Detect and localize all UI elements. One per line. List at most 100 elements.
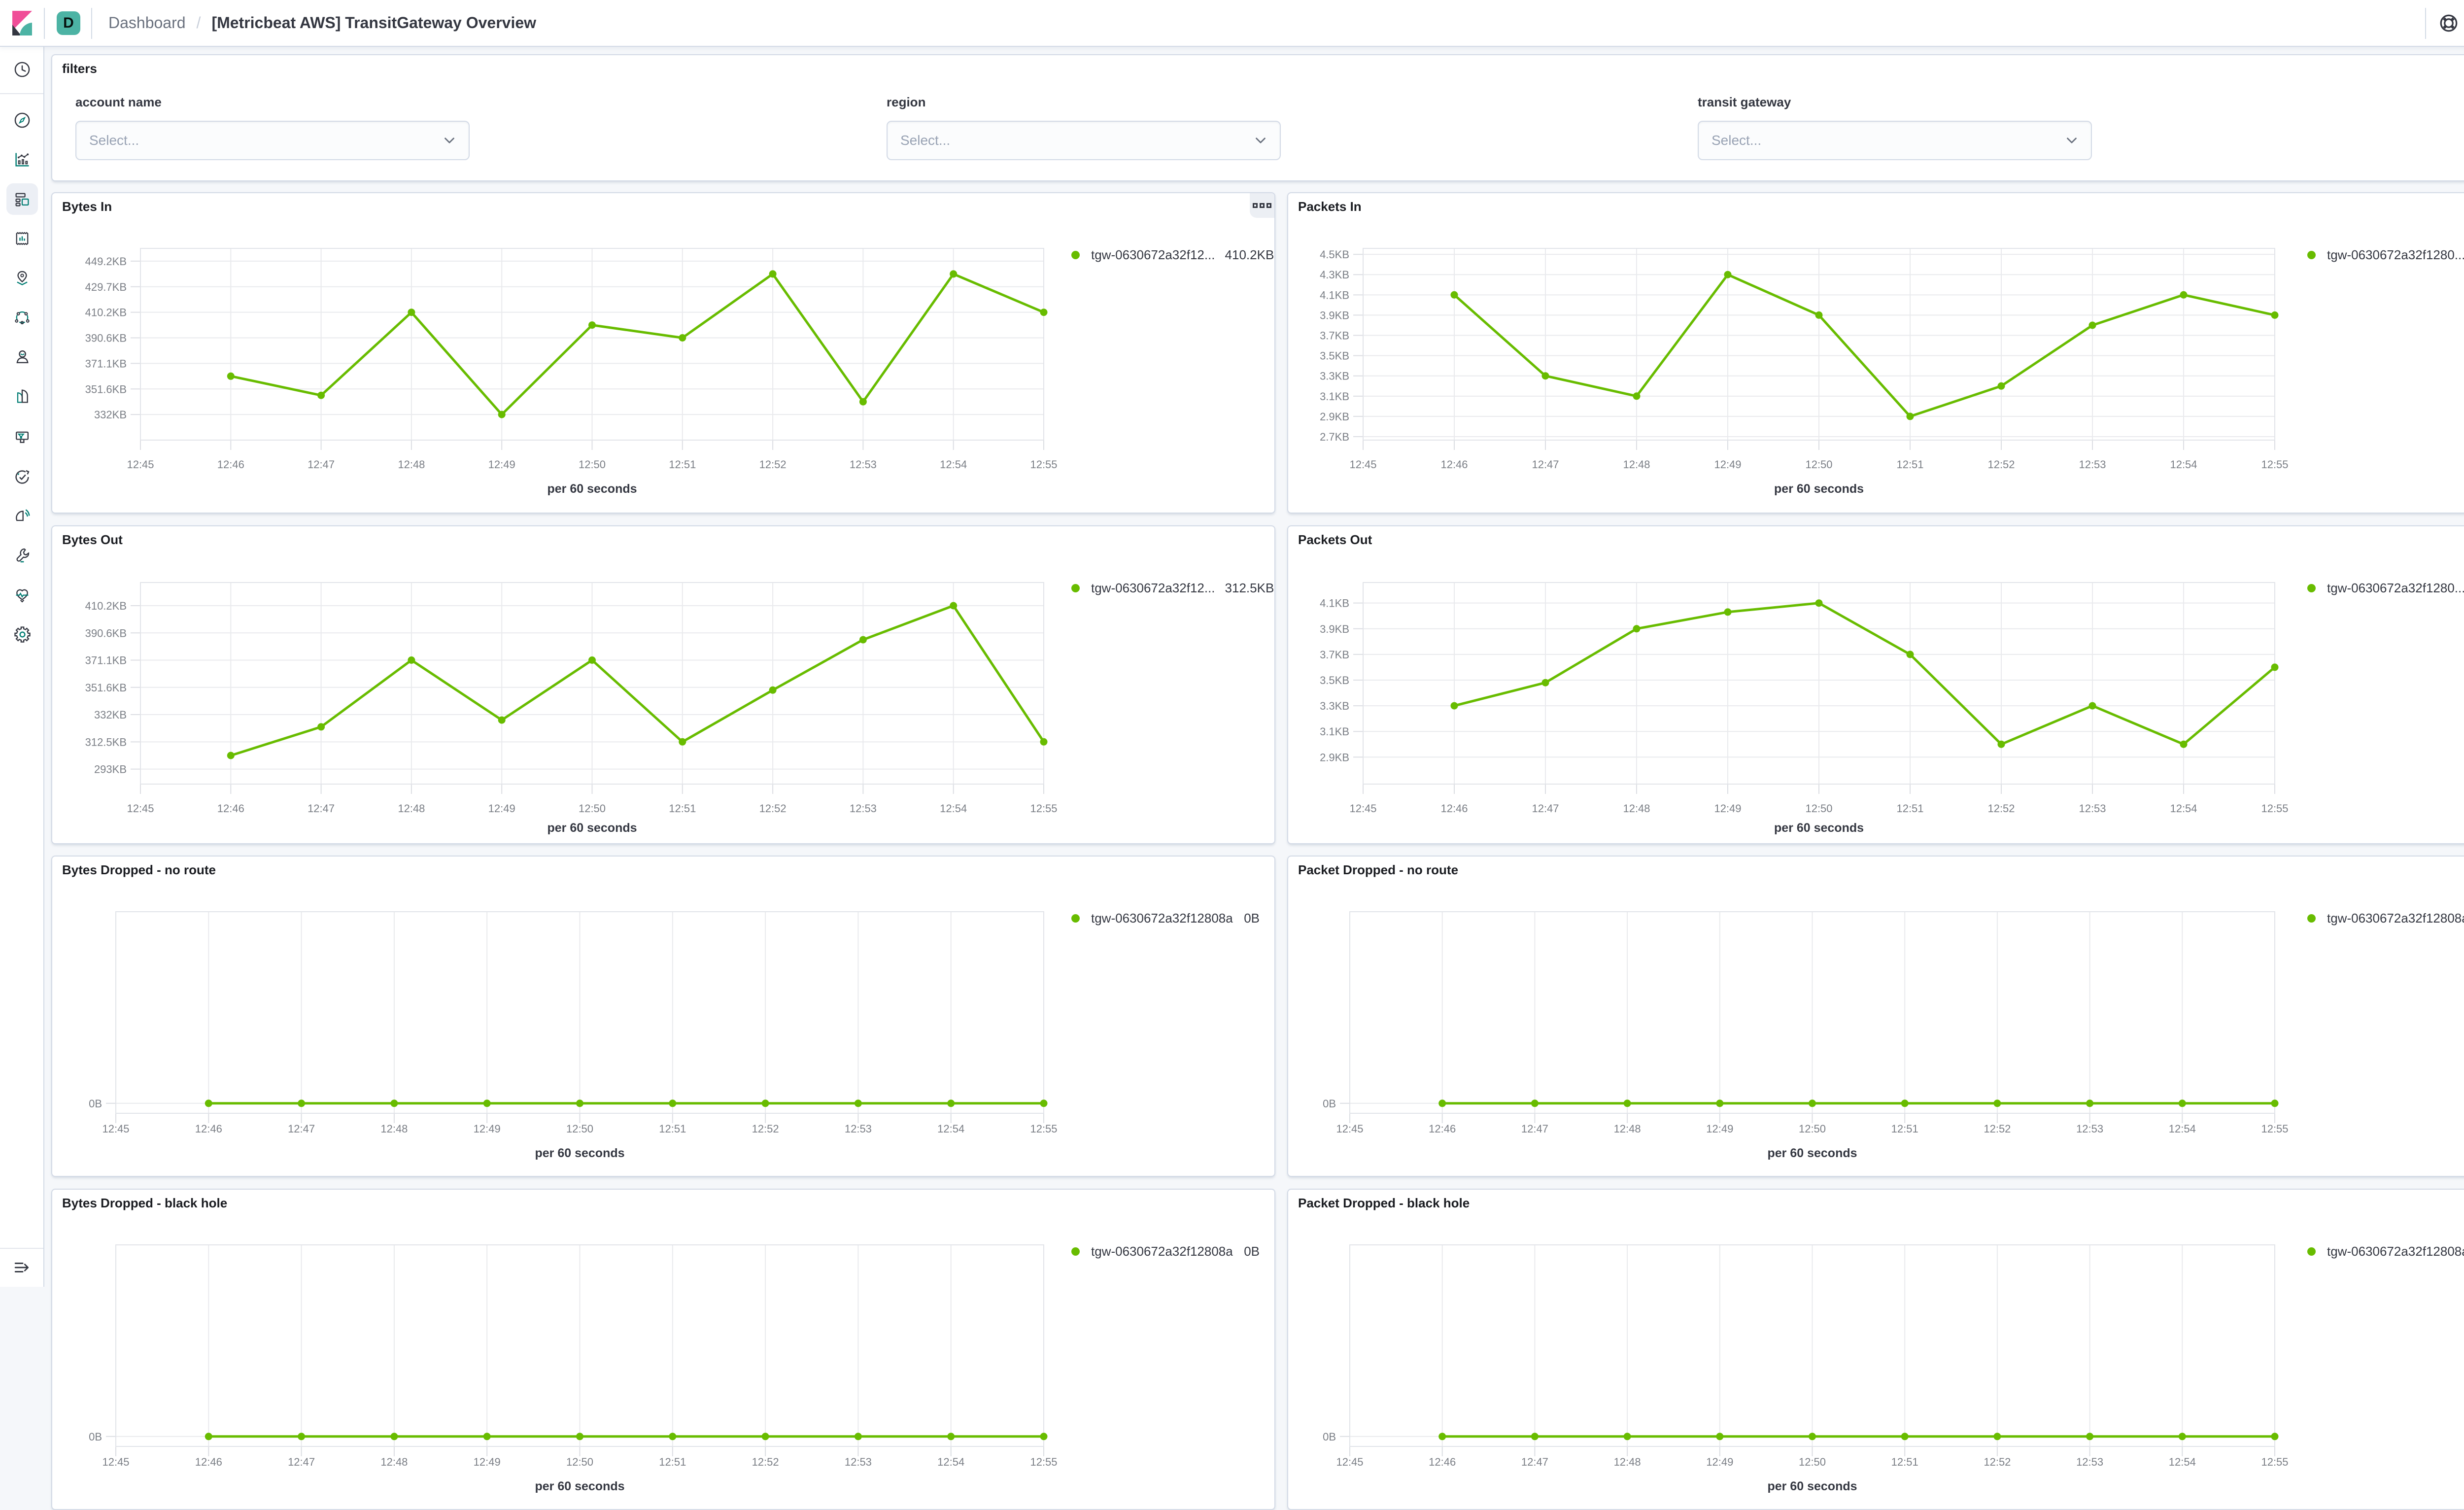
sidebar-item-dashboard[interactable] xyxy=(0,181,44,217)
panel-title: Packet Dropped - black hole xyxy=(1298,1196,1470,1210)
svg-text:per 60 seconds: per 60 seconds xyxy=(1767,1146,1857,1160)
account-name-label: account name xyxy=(75,95,162,109)
panel-title: Packets In xyxy=(1298,199,1362,214)
svg-text:12:45: 12:45 xyxy=(1336,1456,1363,1468)
sidebar-item-dev-tools[interactable] xyxy=(0,538,44,573)
chart-legend[interactable]: tgw-0630672a32f12... 312.5KB xyxy=(1071,581,1274,596)
line-chart: 12:45 12:46 12:47 12:48 12:49 12:50 12:51 12:52… xyxy=(85,248,1058,496)
sidebar-item-siem[interactable] xyxy=(0,339,44,375)
svg-text:12:54: 12:54 xyxy=(2170,458,2197,471)
legend-dot xyxy=(1071,251,1080,259)
svg-text:12:55: 12:55 xyxy=(1030,802,1057,815)
svg-text:12:52: 12:52 xyxy=(752,1123,779,1135)
chevron-down-icon xyxy=(1256,137,1266,143)
svg-text:per 60 seconds: per 60 seconds xyxy=(1767,1479,1857,1493)
sidebar-item-recently-viewed[interactable] xyxy=(0,52,44,87)
svg-text:12:54: 12:54 xyxy=(940,802,967,815)
sidebar-item-apm[interactable] xyxy=(0,419,44,455)
apm-funnel-icon xyxy=(16,431,29,443)
svg-text:4.1KB: 4.1KB xyxy=(1320,597,1349,610)
panel-title: Bytes Out xyxy=(62,532,123,547)
svg-text:12:50: 12:50 xyxy=(1805,458,1832,471)
dashboard-grid-icon xyxy=(15,193,29,206)
monitoring-heartbeat-icon xyxy=(16,589,29,603)
line-chart: 12:45 12:46 12:47 12:48 12:49 12:50 12:51 12:52… xyxy=(1323,911,2289,1160)
help-button[interactable] xyxy=(2426,0,2464,46)
svg-text:12:53: 12:53 xyxy=(850,458,877,471)
panel-title: Bytes Dropped - no route xyxy=(62,862,216,877)
svg-text:12:48: 12:48 xyxy=(398,458,425,471)
sidebar-collapse-button[interactable] xyxy=(0,1250,44,1286)
chart-legend[interactable]: tgw-0630672a32f12... 410.2KB xyxy=(1071,247,1274,263)
chart-legend[interactable]: tgw-0630672a32f12808a 0B xyxy=(2307,1244,2464,1259)
svg-text:12:55: 12:55 xyxy=(1030,1456,1057,1468)
svg-text:12:50: 12:50 xyxy=(1799,1123,1826,1135)
panel-title: Packets Out xyxy=(1298,532,1372,547)
line-chart: 12:45 12:46 12:47 12:48 12:49 12:50 12:51 12:52… xyxy=(89,1244,1058,1493)
svg-text:4.3KB: 4.3KB xyxy=(1320,269,1349,281)
svg-text:12:54: 12:54 xyxy=(940,458,967,471)
svg-text:12:46: 12:46 xyxy=(1429,1123,1456,1135)
svg-text:per 60 seconds: per 60 seconds xyxy=(1774,821,1864,835)
sidebar-item-management[interactable] xyxy=(0,617,44,652)
chevron-down-icon xyxy=(2067,137,2077,143)
maps-pin-icon xyxy=(17,271,28,285)
chart-legend[interactable]: tgw-0630672a32f12808a 0B xyxy=(1071,911,1260,926)
space-avatar[interactable]: D xyxy=(57,11,80,35)
svg-text:3.9KB: 3.9KB xyxy=(1320,309,1349,321)
sidebar-item-maps[interactable] xyxy=(0,260,44,296)
sidebar-item-machine-learning[interactable] xyxy=(0,300,44,335)
chart-legend[interactable]: tgw-0630672a32f1280... 3.6KB xyxy=(2307,581,2464,596)
svg-text:12:53: 12:53 xyxy=(2079,802,2106,815)
breadcrumb-dashboard[interactable]: Dashboard xyxy=(108,14,186,32)
svg-text:12:48: 12:48 xyxy=(1614,1456,1641,1468)
svg-text:12:48: 12:48 xyxy=(380,1123,408,1135)
panel-bytes-out: Bytes Out 12:45 12:46 12:47 12:48 12:49 12:50… xyxy=(51,525,1275,844)
svg-text:12:51: 12:51 xyxy=(669,802,696,815)
kibana-logo-icon xyxy=(12,10,32,35)
svg-text:12:53: 12:53 xyxy=(845,1456,872,1468)
svg-text:per 60 seconds: per 60 seconds xyxy=(535,1146,624,1160)
sidebar-item-metrics[interactable] xyxy=(0,498,44,534)
sidebar-item-logs[interactable] xyxy=(0,378,44,414)
svg-text:332KB: 332KB xyxy=(94,709,127,721)
legend-series-name: tgw-0630672a32f1280... xyxy=(2327,581,2464,595)
svg-text:12:49: 12:49 xyxy=(1706,1123,1733,1135)
svg-text:12:54: 12:54 xyxy=(937,1456,964,1468)
svg-text:12:49: 12:49 xyxy=(1714,458,1741,471)
header-divider xyxy=(44,8,45,39)
svg-text:12:50: 12:50 xyxy=(579,458,606,471)
legend-series-name: tgw-0630672a32f12... xyxy=(1091,247,1215,262)
account-name-select[interactable]: Select... xyxy=(75,121,470,160)
legend-dot xyxy=(2307,251,2316,259)
sidebar-item-uptime[interactable] xyxy=(0,459,44,495)
sidebar-item-canvas[interactable] xyxy=(0,221,44,256)
chart-legend[interactable]: tgw-0630672a32f12808a 0B xyxy=(2307,911,2464,926)
svg-text:per 60 seconds: per 60 seconds xyxy=(547,821,637,835)
region-select[interactable]: Select... xyxy=(887,121,1281,160)
svg-text:12:45: 12:45 xyxy=(102,1456,129,1468)
svg-text:12:51: 12:51 xyxy=(669,458,696,471)
svg-text:12:47: 12:47 xyxy=(1521,1123,1548,1135)
legend-dot xyxy=(1071,914,1080,923)
sidebar-item-visualize[interactable] xyxy=(0,142,44,177)
management-gear-icon xyxy=(14,626,31,643)
svg-text:12:55: 12:55 xyxy=(1030,1123,1057,1135)
sidebar-item-discover[interactable] xyxy=(0,103,44,138)
svg-text:12:49: 12:49 xyxy=(1706,1456,1733,1468)
chart-legend[interactable]: tgw-0630672a32f12808a 0B xyxy=(1071,1244,1260,1259)
sidebar-item-monitoring[interactable] xyxy=(0,577,44,613)
svg-text:351.6KB: 351.6KB xyxy=(85,682,127,694)
svg-text:0B: 0B xyxy=(89,1098,102,1110)
filters-heading: filters xyxy=(62,61,97,76)
kibana-logo[interactable] xyxy=(0,0,44,46)
header-divider-3 xyxy=(2425,8,2426,39)
transit-gateway-select[interactable]: Select... xyxy=(1698,121,2092,160)
svg-text:0B: 0B xyxy=(1323,1098,1336,1110)
svg-text:12:46: 12:46 xyxy=(195,1123,222,1135)
filter-control-account-name: account name Select... xyxy=(75,95,470,160)
legend-series-value: 0B xyxy=(1244,911,1260,926)
chart-legend[interactable]: tgw-0630672a32f1280... 3.9KB xyxy=(2307,247,2464,263)
panel-options-button[interactable] xyxy=(1250,193,1274,218)
legend-dot xyxy=(2307,914,2316,923)
